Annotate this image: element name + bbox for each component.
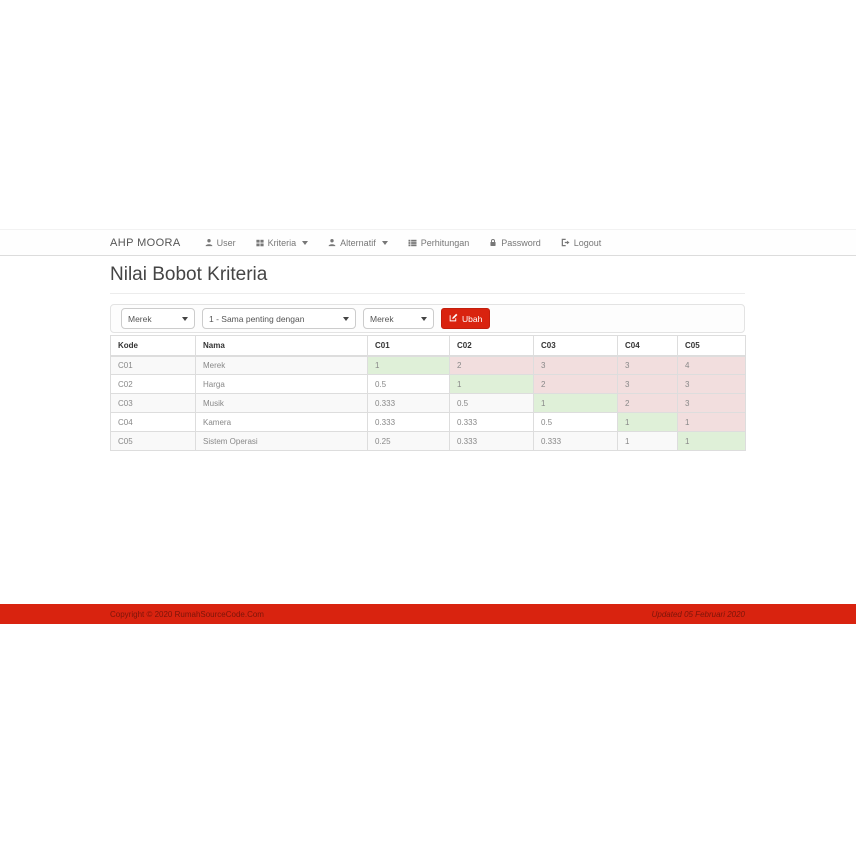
footer-container: Copyright © 2020 RumahSourceCode.Com Upd… (110, 604, 745, 624)
ubah-button[interactable]: Ubah (441, 308, 491, 329)
nama-cell: Sistem Operasi (195, 431, 368, 451)
column-header: C05 (677, 335, 746, 357)
selected-value: 1 - Sama penting dengan (209, 313, 305, 324)
user-icon (328, 238, 336, 247)
matrix-value-cell: 1 (677, 431, 746, 451)
matrix-value-cell: 1 (367, 355, 450, 375)
footer-copyright: Copyright © 2020 RumahSourceCode.Com (110, 609, 264, 619)
column-header: C03 (533, 335, 618, 357)
matrix-value-cell: 2 (617, 393, 678, 413)
chevron-down-icon (343, 316, 349, 321)
matrix-value-cell: 0.333 (533, 431, 618, 451)
matrix-value-cell: 0.25 (367, 431, 450, 451)
table-row: C04 Kamera 0.333 0.333 0.5 1 1 (110, 412, 746, 432)
matrix-value-cell: 1 (533, 393, 618, 413)
selected-value: Merek (370, 313, 394, 324)
matrix-table-body: C01 Merek 1 2 3 3 4 C02 Harga 0.5 1 2 3 3 C03 Musik 0.33… (110, 355, 746, 451)
nav-item-label: User (216, 237, 236, 248)
nav-item-kriteria[interactable]: Kriteria (246, 230, 319, 255)
nama-cell: Harga (195, 374, 368, 394)
nama-cell: Merek (195, 355, 368, 375)
kriteria-matrix-table: Kode Nama C01 C02 C03 C04 C05 C01 Merek 1 2… (110, 335, 746, 451)
matrix-value-cell: 1 (617, 412, 678, 432)
nav-item-password[interactable]: Password (479, 230, 551, 255)
ubah-button-label: Ubah (462, 313, 483, 324)
footer-updated: Updated 05 Februari 2020 (651, 609, 745, 619)
nav-item-label: Password (501, 237, 541, 248)
matrix-value-cell: 0.333 (367, 412, 450, 432)
kode-cell: C03 (110, 393, 196, 413)
matrix-value-cell: 3 (617, 374, 678, 394)
chevron-down-icon (182, 316, 188, 321)
kode-cell: C05 (110, 431, 196, 451)
column-header: C01 (367, 335, 450, 357)
chevron-down-icon (302, 240, 309, 245)
matrix-value-cell: 1 (677, 412, 746, 432)
nav-item-label: Kriteria (267, 237, 297, 248)
matrix-value-cell: 1 (449, 374, 534, 394)
kode-cell: C02 (110, 374, 196, 394)
chevron-down-icon (421, 316, 427, 321)
navbar: AHP MOORA User Kriteria Alternatif (0, 229, 856, 256)
matrix-value-cell: 4 (677, 355, 746, 375)
matrix-value-cell: 3 (617, 355, 678, 375)
nav-item-logout[interactable]: Logout (551, 230, 612, 255)
edit-icon (449, 313, 458, 324)
matrix-value-cell: 3 (677, 374, 746, 394)
matrix-value-cell: 0.5 (533, 412, 618, 432)
nav-item-label: Alternatif (340, 237, 376, 248)
kriteria-1-select[interactable]: Merek (121, 308, 195, 329)
matrix-value-cell: 2 (449, 355, 534, 375)
page-title: Nilai Bobot Kriteria (110, 264, 268, 285)
main-content: Nilai Bobot Kriteria Merek 1 - Sama pent… (110, 256, 746, 451)
matrix-value-cell: 0.5 (449, 393, 534, 413)
matrix-value-cell: 1 (617, 431, 678, 451)
user-icon (205, 238, 213, 247)
nav-item-alternatif[interactable]: Alternatif (318, 230, 398, 255)
nav-item-label: Perhitungan (420, 237, 470, 248)
brand[interactable]: AHP MOORA (110, 236, 181, 249)
matrix-value-cell: 2 (533, 374, 618, 394)
intensitas-select[interactable]: 1 - Sama penting dengan (202, 308, 356, 329)
matrix-value-cell: 0.333 (449, 431, 534, 451)
nav-item-perhitungan[interactable]: Perhitungan (398, 230, 480, 255)
column-header: C04 (617, 335, 678, 357)
nama-cell: Musik (195, 393, 368, 413)
table-row: C05 Sistem Operasi 0.25 0.333 0.333 1 1 (110, 431, 746, 451)
nav-item-label: Logout (573, 237, 602, 248)
kode-cell: C04 (110, 412, 196, 432)
kode-cell: C01 (110, 355, 196, 375)
column-header: Nama (195, 335, 368, 357)
logout-icon (561, 238, 570, 247)
chevron-down-icon (381, 240, 388, 245)
column-header: C02 (449, 335, 534, 357)
table-icon (408, 239, 417, 247)
matrix-value-cell: 3 (533, 355, 618, 375)
kriteria-2-select[interactable]: Merek (363, 308, 434, 329)
column-header: Kode (110, 335, 196, 357)
navbar-container: AHP MOORA User Kriteria Alternatif (110, 230, 745, 255)
nav-item-user[interactable]: User (195, 230, 246, 255)
matrix-value-cell: 0.333 (449, 412, 534, 432)
lock-icon (489, 238, 497, 247)
nama-cell: Kamera (195, 412, 368, 432)
selected-value: Merek (128, 313, 152, 324)
footer: Copyright © 2020 RumahSourceCode.Com Upd… (0, 604, 856, 624)
matrix-value-cell: 3 (677, 393, 746, 413)
table-row: C03 Musik 0.333 0.5 1 2 3 (110, 393, 746, 413)
matrix-value-cell: 0.5 (367, 374, 450, 394)
table-row: C02 Harga 0.5 1 2 3 3 (110, 374, 746, 394)
page-title-divider (110, 293, 745, 294)
table-row: C01 Merek 1 2 3 3 4 (110, 355, 746, 375)
matrix-value-cell: 0.333 (367, 393, 450, 413)
grid-icon (256, 239, 264, 247)
table-header-row: Kode Nama C01 C02 C03 C04 C05 (110, 335, 746, 357)
pairwise-comparison-form: Merek 1 - Sama penting dengan Merek Ubah (110, 304, 745, 333)
